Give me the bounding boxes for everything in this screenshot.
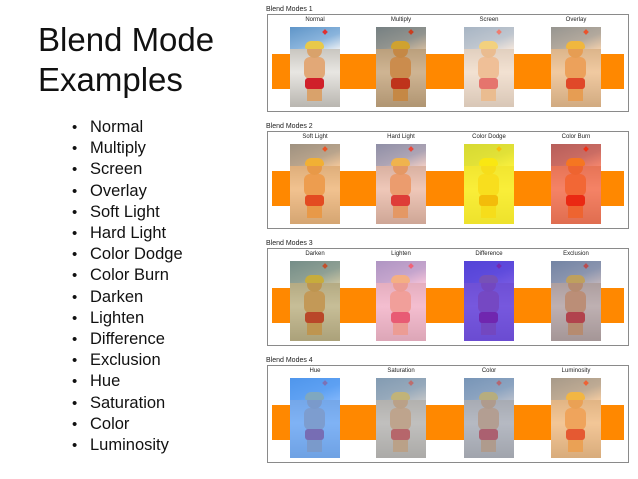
panel-caption: Blend Modes 3 [266,240,313,247]
bullet-item: Color Burn [72,265,183,286]
photo-thumbnail-icon [290,144,340,224]
mode-label: Color [481,368,497,374]
slide-title: Blend Mode Examples [38,20,258,100]
photo-thumbnail-icon [551,27,601,107]
photo-thumbnail-icon [290,378,340,458]
photo-thumbnail-icon [376,261,426,341]
mode-label: Darken [305,251,325,257]
mode-label: Difference [475,251,503,257]
mode-label: Color Dodge [472,134,506,140]
blend-mode-list: NormalMultiplyScreenOverlaySoft LightHar… [72,117,183,456]
photo-thumbnail-icon [551,378,601,458]
panel-caption: Blend Modes 4 [266,357,313,364]
blend-mode-panel: Hue Saturation Color Luminosity [267,365,629,463]
mode-label: Saturation [387,368,415,374]
photo-thumbnail-icon [376,144,426,224]
photo-thumbnail-icon [464,378,514,458]
photo-thumbnail-icon [376,378,426,458]
mode-label: Exclusion [563,251,589,257]
mode-label: Multiply [390,17,412,23]
mode-label: Screen [479,17,499,23]
bullet-item: Difference [72,329,183,350]
bullet-item: Color Dodge [72,244,183,265]
photo-thumbnail-icon [464,261,514,341]
mode-label: Hue [309,368,321,374]
mode-label: Color Burn [561,134,591,140]
mode-label: Hard Light [387,134,415,140]
mode-label: Overlay [565,17,587,23]
bullet-item: Exclusion [72,350,183,371]
photo-thumbnail-icon [464,27,514,107]
mode-label: Soft Light [302,134,328,140]
bullet-item: Multiply [72,138,183,159]
photo-thumbnail-icon [290,27,340,107]
bullet-item: Normal [72,117,183,138]
blend-mode-panel: Darken Lighten Difference Exclusion [267,248,629,346]
bullet-item: Hard Light [72,223,183,244]
bullet-item: Darken [72,287,183,308]
title-line-2: Examples [38,61,183,98]
title-line-1: Blend Mode [38,21,215,58]
bullet-item: Hue [72,371,183,392]
panel-caption: Blend Modes 1 [266,6,313,13]
bullet-item: Soft Light [72,202,183,223]
bullet-item: Color [72,414,183,435]
blend-mode-panel: Normal Multiply Screen Overlay [267,14,629,112]
photo-thumbnail-icon [290,261,340,341]
photo-thumbnail-icon [464,144,514,224]
mode-label: Luminosity [561,368,591,374]
bullet-item: Overlay [72,181,183,202]
photo-thumbnail-icon [551,261,601,341]
bullet-item: Screen [72,159,183,180]
bullet-item: Saturation [72,393,183,414]
photo-thumbnail-icon [376,27,426,107]
mode-label: Normal [305,17,325,23]
blend-mode-panel: Soft Light Hard Light Color Dodge Color Bur… [267,131,629,229]
mode-label: Lighten [391,251,411,257]
bullet-item: Luminosity [72,435,183,456]
bullet-item: Lighten [72,308,183,329]
panel-caption: Blend Modes 2 [266,123,313,130]
photo-thumbnail-icon [551,144,601,224]
